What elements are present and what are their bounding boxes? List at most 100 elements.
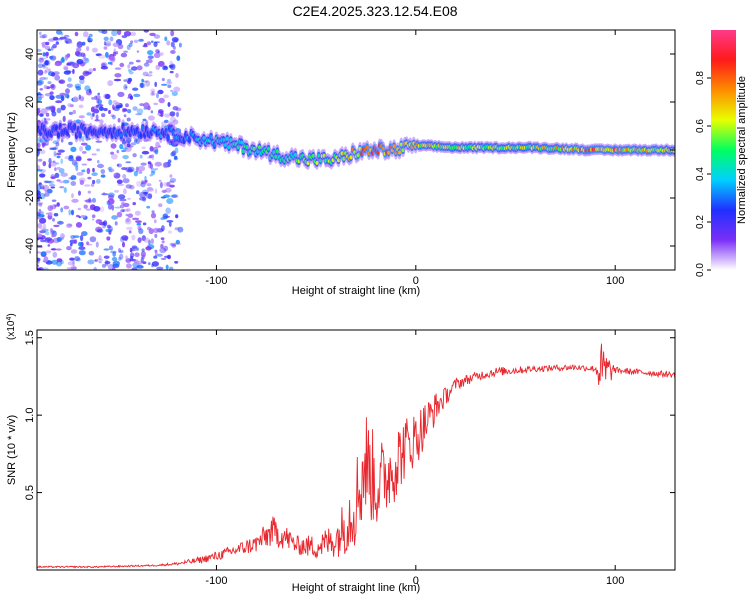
snr-axes: -100 0 100 0.5 1.0 1.5 <box>24 330 675 587</box>
spectrogram-noise-cell <box>126 109 132 114</box>
spectrogram-noise-cell <box>87 37 93 43</box>
spectrogram-noise-cell <box>56 258 63 263</box>
spectrogram-noise-cell <box>66 246 72 251</box>
spectrogram-noise-cell <box>112 114 116 120</box>
snr-xtick-label: 0 <box>413 575 419 587</box>
spectrogram-noise-cell <box>74 50 81 57</box>
spectrogram-noise-cell <box>132 217 140 221</box>
spectrogram-noise-cell <box>153 41 158 47</box>
spectrogram-noise-cell <box>126 168 134 173</box>
spectrogram-noise-cell <box>154 188 158 194</box>
spectrogram-noise-cell <box>54 74 61 81</box>
spectrogram-noise-cell <box>75 156 82 162</box>
spectrogram-noise-cell <box>153 34 161 39</box>
spectrogram-ridge-core <box>267 146 270 151</box>
spectrogram-noise-cell <box>146 41 152 46</box>
spectrogram-noise-cell <box>113 78 122 82</box>
spectrogram-noise-cell <box>44 70 47 74</box>
spectrogram-noise-cell <box>125 103 129 108</box>
spectrogram-noise-cell <box>159 181 163 189</box>
spectrogram-noise-cell <box>139 103 145 107</box>
spectrogram-noise-cell <box>73 235 80 239</box>
spectrogram-noise-cell <box>37 202 44 205</box>
spectrogram-noise-cell <box>162 162 168 169</box>
spectrogram-noise-cell <box>39 230 46 234</box>
spectrogram-noise-cell <box>121 108 126 113</box>
spectrogram-noise-cell <box>49 95 55 101</box>
spectrogram-noise-cell <box>133 170 138 177</box>
spectrogram-noise-cell <box>83 184 91 187</box>
spectrogram-noise-cell <box>169 70 174 74</box>
spectrogram-noise-cell <box>148 71 153 74</box>
spectrogram-noise-cell <box>100 174 106 178</box>
spectrogram-noise-cell <box>76 172 84 176</box>
spectrogram-noise-cell <box>122 155 129 160</box>
spectrogram-noise-cell <box>58 220 62 225</box>
spectrogram-noise-cell <box>154 149 159 155</box>
spectrogram-noise-cell <box>70 209 75 216</box>
spectrogram-noise-cell <box>71 193 74 199</box>
spectrogram-noise-cell <box>158 109 164 114</box>
spectrogram-noise-cell <box>143 180 147 185</box>
spectrogram-noise-cell <box>167 102 171 107</box>
spectrogram-noise-cell <box>74 31 79 37</box>
spectrogram-noise-cell <box>119 143 124 150</box>
spectrogram-noise-cell <box>66 83 73 88</box>
snr-ytick-label: 1.5 <box>24 330 36 345</box>
spectrogram-noise-cell <box>79 234 84 242</box>
spectrogram-noise-cell <box>133 259 139 264</box>
spectrogram-noise-cell <box>119 204 125 209</box>
spectrogram-noise-cell <box>45 112 50 117</box>
spectrogram-noise-cell <box>133 39 139 43</box>
spectrogram-noise-cell <box>78 250 86 256</box>
spectrogram-noise-cell <box>140 256 144 263</box>
spectrogram-noise-cell <box>80 52 86 58</box>
spectrogram-noise-cell <box>127 197 131 200</box>
spectrogram-noise-cell <box>60 32 64 36</box>
spectrogram-noise-cell <box>173 38 178 43</box>
spectrogram-noise-cell <box>108 109 111 115</box>
spectrogram-noise-cell <box>75 222 83 228</box>
spectrogram-noise-cell <box>161 225 165 232</box>
spectrogram-noise-cell <box>108 230 112 235</box>
spectrogram-noise-cell <box>55 162 60 165</box>
spectrogram-noise-cell <box>45 66 49 73</box>
spectrogram-noise-cell <box>65 88 70 94</box>
spectrogram-noise-cell <box>86 167 91 175</box>
spectrogram-noise-cell <box>37 217 41 220</box>
spectrogram-noise-cell <box>170 194 178 198</box>
spectrogram-noise-cell <box>77 207 82 211</box>
spectrogram-ridge-core <box>57 133 60 137</box>
spectrogram-noise-cell <box>39 56 44 62</box>
spectrogram-noise-cell <box>168 180 175 184</box>
spectrogram-noise-cell <box>56 152 62 155</box>
spectrogram-noise-cell <box>89 236 97 243</box>
spectrogram-noise-cell <box>78 241 82 247</box>
spectrogram-noise-cell <box>170 50 176 54</box>
spectrogram-noise-cell <box>60 233 65 239</box>
spectrogram-noise-cell <box>52 218 55 222</box>
spectrogram-noise-cell <box>149 174 153 177</box>
spectrogram-noise-cell <box>151 153 155 161</box>
spectrogram-noise-cell <box>37 251 42 254</box>
spectrogram-noise-cell <box>174 260 179 264</box>
spectrogram-noise-cell <box>102 192 106 196</box>
spectrogram-noise-cell <box>67 77 72 82</box>
spectrogram-noise-cell <box>42 52 46 57</box>
spectrogram-noise-cell <box>97 159 100 164</box>
spectrogram-noise-cell <box>126 208 131 212</box>
spectrogram-noise-cell <box>149 32 156 37</box>
spectrogram-noise-cell <box>98 255 102 261</box>
spectrogram-noise-cell <box>95 241 99 248</box>
spectrogram-noise-cell <box>101 113 106 118</box>
spectrogram-noise-cell <box>169 177 177 183</box>
spectrogram-noise-cell <box>51 259 58 265</box>
spectrogram-noise-cell <box>67 103 72 108</box>
spectrogram-noise-cell <box>137 165 146 172</box>
spectrogram-noise-cell <box>84 199 91 203</box>
spectrogram-noise-cell <box>172 106 179 111</box>
spectrogram-noise-cell <box>47 48 52 51</box>
colorbar-gradient <box>711 30 736 270</box>
spectrogram-noise-cell <box>51 248 57 251</box>
spectrogram-noise-cell <box>161 240 165 244</box>
